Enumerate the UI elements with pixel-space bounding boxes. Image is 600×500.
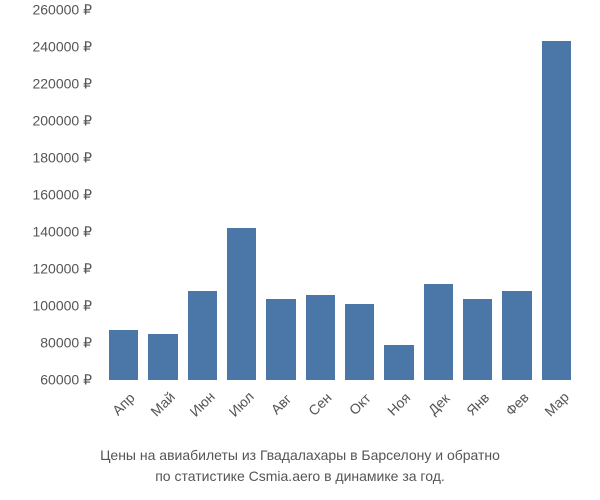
y-tick-label: 100000 ₽ [32,298,92,315]
x-axis: АпрМайИюнИюлАвгСенОктНояДекЯнвФевМар [100,380,580,440]
bar [345,304,374,380]
y-tick-label: 240000 ₽ [32,39,92,56]
y-tick-label: 60000 ₽ [40,372,92,389]
bar [148,334,177,380]
caption-line2: по статистике Csmia.aero в динамике за г… [0,466,600,487]
caption-line1: Цены на авиабилеты из Гвадалахары в Барс… [0,445,600,466]
bar [227,228,256,380]
bar [109,330,138,380]
bar [306,295,335,380]
y-tick-label: 260000 ₽ [32,2,92,19]
y-axis: 60000 ₽80000 ₽100000 ₽120000 ₽140000 ₽16… [0,10,100,380]
bars-group [100,10,580,380]
y-tick-label: 140000 ₽ [32,224,92,241]
y-tick-label: 160000 ₽ [32,187,92,204]
bar [266,299,295,380]
y-tick-label: 220000 ₽ [32,76,92,93]
bar [384,345,413,380]
y-tick-label: 180000 ₽ [32,150,92,167]
y-tick-label: 120000 ₽ [32,261,92,278]
chart-caption: Цены на авиабилеты из Гвадалахары в Барс… [0,445,600,487]
bar [424,284,453,380]
bar [542,41,571,380]
y-tick-label: 200000 ₽ [32,113,92,130]
bar [188,291,217,380]
bar [502,291,531,380]
plot-area [100,10,580,380]
bar [463,299,492,380]
chart-container: 60000 ₽ 80000 ₽ 100000 ₽ 120000 ₽ 140000 ₽ 16… [0,10,600,500]
y-tick-label: 80000 ₽ [40,335,92,352]
